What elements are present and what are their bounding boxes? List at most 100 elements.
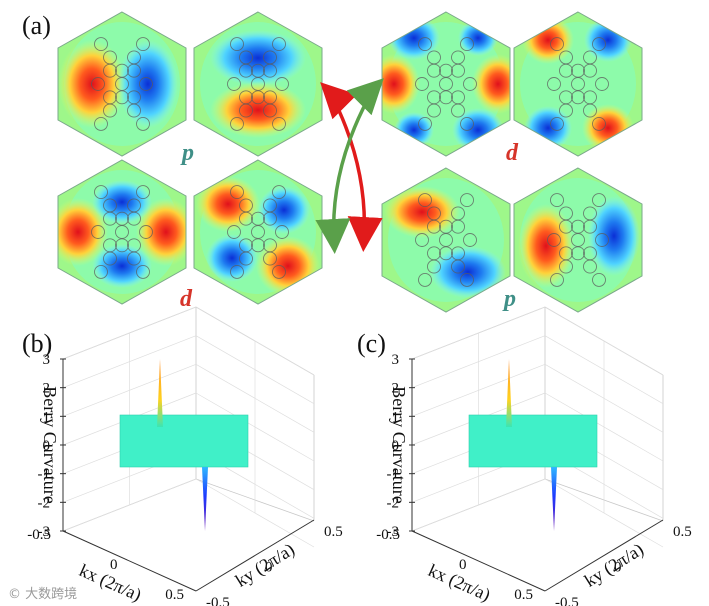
red-arrow-head-icon <box>320 82 358 120</box>
orbital-label-p-top-left: p <box>180 140 194 166</box>
scatterer-circle <box>418 193 432 208</box>
negative-peak <box>202 467 208 531</box>
scatterer-circle <box>571 90 585 105</box>
kx-tick-label: 0.5 <box>165 587 184 603</box>
hex-p-right-1 <box>381 167 511 313</box>
scatterer-circle <box>230 37 244 52</box>
scatterer-circle <box>136 37 150 52</box>
orbital-label-d-bottom-left: d <box>180 286 193 312</box>
scatterer-circle <box>451 90 465 105</box>
scatterer-circle <box>239 238 253 253</box>
scatterer-circle <box>94 264 108 279</box>
scatterer-circle <box>592 272 606 287</box>
z-tick-label: -2 <box>387 495 400 511</box>
scatterer-circle <box>595 77 609 91</box>
berry-plot-b: 3 2 1 0 -1 -2 -3 Berry Curvature -0.5 0 0.5 -0.5 0 0.… <box>27 306 343 606</box>
scatterer-circle <box>115 211 129 226</box>
negative-peak <box>551 467 557 531</box>
scatterer-circle <box>127 90 141 105</box>
scatterer-circle <box>127 63 141 78</box>
scatterer-circle <box>94 185 108 200</box>
scatterer-circle <box>439 63 453 78</box>
scatterer-circle <box>275 225 289 239</box>
scatterer-circle <box>415 77 429 91</box>
scatterer-circle <box>550 37 564 52</box>
scatterer-circle <box>230 264 244 279</box>
hex-p-left-1 <box>57 11 187 157</box>
scatterer-circle <box>439 246 453 261</box>
scatterer-circle <box>427 90 441 105</box>
green-arrow-head-icon <box>346 78 384 116</box>
scatterer-circle <box>463 233 477 247</box>
z-tick-label: 0 <box>43 438 51 454</box>
scatterer-circle <box>451 63 465 78</box>
scatterer-circle <box>115 63 129 78</box>
eigenmode-maps <box>57 11 643 313</box>
scatterer-circle <box>547 77 561 91</box>
scatterer-circle <box>451 246 465 261</box>
scatterer-circle <box>460 193 474 208</box>
z-tick-label: 3 <box>43 352 51 368</box>
scatterer-circle <box>251 238 265 253</box>
ky-tick-label: 0.5 <box>324 524 343 540</box>
scatterer-circle <box>94 116 108 131</box>
ky-tick-label: -0.5 <box>206 595 230 606</box>
scatterer-circle <box>415 233 429 247</box>
z-tick-label: -3 <box>38 524 51 540</box>
z-tick-label: -1 <box>38 467 51 483</box>
scatterer-circle <box>583 63 597 78</box>
scatterer-circle <box>139 77 153 91</box>
scatterer-circle <box>263 63 277 78</box>
positive-peak <box>506 359 512 427</box>
z-tick-label: -1 <box>387 467 400 483</box>
z-tick-label: 3 <box>392 352 400 368</box>
scatterer-circle <box>592 37 606 52</box>
scatterer-circle <box>418 37 432 52</box>
ky-tick-label: 0 <box>614 560 622 576</box>
hex-p-left-2 <box>193 11 323 157</box>
scatterer-circle <box>136 185 150 200</box>
hex-d-left-2 <box>193 159 323 305</box>
scatterer-circle <box>583 219 597 234</box>
scatterer-circle <box>115 238 129 253</box>
scatterer-circle <box>94 37 108 52</box>
panel-label-b: (b) <box>22 329 52 358</box>
scatterer-circle <box>91 225 105 239</box>
scatterer-circle <box>460 37 474 52</box>
scatterer-circle <box>272 37 286 52</box>
ky-axis-title: ky (2π/a) <box>232 539 299 592</box>
z-tick-label: 2 <box>392 381 400 397</box>
zero-surface <box>468 414 598 468</box>
scatterer-circle <box>272 116 286 131</box>
z-axis-title: Berry Curvature <box>389 386 409 503</box>
scatterer-circle <box>230 185 244 200</box>
scatterer-circle <box>251 211 265 226</box>
scatterer-circle <box>439 219 453 234</box>
scatterer-circle <box>463 77 477 91</box>
scatterer-circle <box>103 211 117 226</box>
scatterer-circle <box>559 246 573 261</box>
scatterer-circle <box>427 219 441 234</box>
ky-tick-label: -0.5 <box>555 595 579 606</box>
z-tick-label: 1 <box>392 409 400 425</box>
z-tick-label: 0 <box>392 438 400 454</box>
hex-d-left-1 <box>57 159 187 305</box>
hex-p-right-2 <box>513 167 643 313</box>
kx-tick-label: -0.5 <box>376 527 400 543</box>
scatterer-circle <box>559 63 573 78</box>
kx-tick-label: 0 <box>459 557 467 573</box>
scatterer-circle <box>127 238 141 253</box>
scatterer-circle <box>103 90 117 105</box>
scatterer-circle <box>550 116 564 131</box>
scatterer-circle <box>239 211 253 226</box>
panel-label-a: (a) <box>22 11 51 40</box>
kx-tick-label: 0.5 <box>514 587 533 603</box>
scatterer-circle <box>263 211 277 226</box>
z-axis-title: Berry Curvature <box>40 386 60 503</box>
scatterer-circle <box>592 116 606 131</box>
positive-peak <box>157 359 163 427</box>
scatterer-circle <box>272 185 286 200</box>
scatterer-circle <box>91 77 105 91</box>
scatterer-circle <box>571 63 585 78</box>
kx-axis <box>62 530 197 592</box>
